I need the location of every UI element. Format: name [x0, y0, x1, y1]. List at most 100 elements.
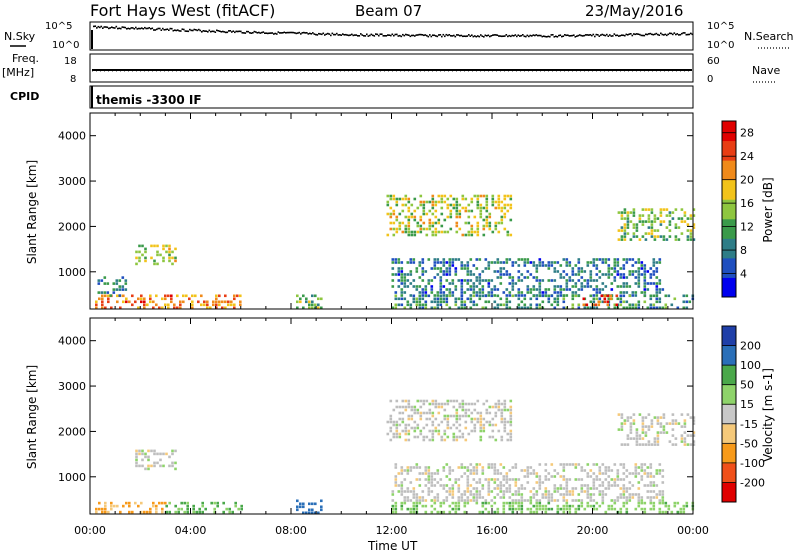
data-cell [391, 258, 395, 261]
data-cell [517, 487, 521, 490]
data-cell [448, 294, 452, 298]
noise-sample [375, 33, 377, 35]
data-cell [392, 420, 396, 424]
data-cell [476, 200, 480, 204]
data-cell [607, 481, 611, 484]
noise-sample [273, 33, 275, 35]
data-cell [191, 306, 194, 310]
data-cell [503, 206, 507, 210]
data-cell [595, 297, 599, 301]
data-cell [598, 270, 602, 273]
data-cell [222, 510, 225, 514]
data-cell [430, 510, 434, 514]
data-cell [610, 499, 614, 502]
data-cell [391, 493, 395, 496]
data-cell [559, 273, 563, 276]
data-cell [652, 496, 656, 499]
data-cell [503, 215, 507, 219]
data-cell [451, 261, 455, 264]
data-cell [544, 490, 548, 493]
data-cell [437, 218, 441, 222]
data-cell [158, 501, 161, 505]
data-cell [493, 294, 497, 297]
data-cell [650, 220, 654, 223]
data-cell [565, 258, 569, 261]
data-cell [597, 300, 601, 304]
data-cell [500, 411, 504, 415]
data-cell [547, 279, 551, 282]
noise-sample [460, 34, 463, 37]
data-cell [497, 206, 501, 210]
data-cell [389, 414, 393, 418]
data-cell [656, 443, 660, 446]
data-cell [407, 423, 411, 427]
data-cell [629, 425, 633, 428]
data-cell [500, 435, 504, 439]
data-cell [416, 221, 420, 225]
data-cell [496, 510, 500, 514]
data-cell [442, 501, 446, 505]
data-cell [622, 496, 626, 499]
data-cell [479, 414, 483, 418]
data-cell [586, 475, 590, 478]
data-cell [389, 417, 393, 421]
data-cell [412, 504, 416, 508]
data-cell [589, 279, 593, 282]
data-cell [580, 285, 584, 288]
noise-sample [661, 33, 664, 36]
data-cell [550, 279, 554, 282]
data-cell [631, 258, 635, 261]
noise-sample [232, 30, 235, 32]
data-cell [394, 478, 398, 481]
data-cell [541, 300, 545, 304]
data-cell [622, 291, 626, 294]
data-cell [592, 507, 596, 511]
noise-sample [163, 29, 166, 31]
data-cell [659, 235, 663, 238]
data-cell [562, 510, 566, 514]
data-cell [655, 496, 659, 499]
noise-sample [211, 30, 214, 33]
data-cell [603, 300, 607, 304]
data-cell [517, 297, 521, 301]
noise-sample [583, 34, 586, 37]
data-cell [311, 502, 314, 506]
data-cell [493, 469, 497, 472]
data-cell [629, 416, 633, 419]
data-cell [152, 504, 155, 508]
data-cell [400, 273, 404, 276]
data-cell [403, 501, 407, 505]
data-cell [644, 425, 648, 428]
data-cell [425, 411, 429, 415]
data-cell [653, 437, 657, 440]
data-cell [418, 285, 422, 288]
data-cell [413, 411, 417, 415]
data-cell [412, 490, 416, 493]
data-cell [607, 273, 611, 276]
data-cell [443, 417, 447, 421]
data-cell [418, 472, 422, 475]
data-cell [472, 499, 476, 502]
data-cell [493, 463, 497, 466]
data-cell [544, 504, 548, 508]
noise-sample [364, 35, 367, 37]
data-cell [152, 306, 155, 310]
data-cell [484, 294, 488, 298]
noise-sample [283, 31, 286, 34]
data-cell [485, 224, 489, 228]
data-cell [476, 420, 480, 424]
data-cell [186, 510, 189, 514]
noise-sample [109, 27, 112, 29]
noise-sample [573, 34, 575, 36]
data-cell [457, 499, 461, 502]
data-cell [547, 294, 551, 298]
data-cell [601, 282, 605, 285]
data-cell [544, 478, 548, 481]
y-tick-label: 3000 [58, 380, 86, 393]
data-cell [469, 294, 473, 297]
nave-tick-bottom: 0 [707, 74, 713, 85]
data-cell [431, 432, 435, 436]
data-cell [653, 235, 657, 238]
data-cell [571, 463, 575, 466]
data-cell [401, 197, 405, 201]
